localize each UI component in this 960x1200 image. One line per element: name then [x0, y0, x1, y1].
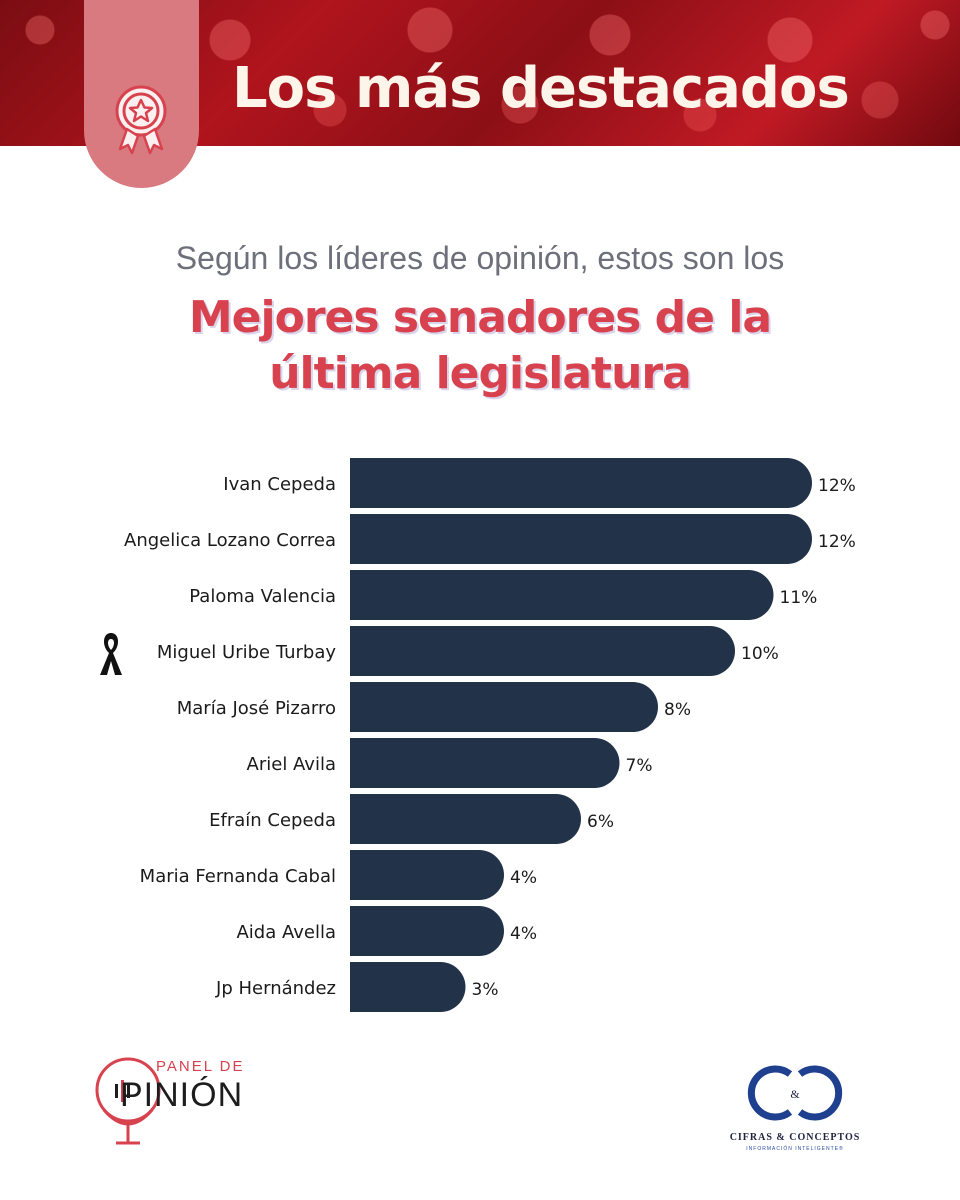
- award-badge: [84, 0, 199, 188]
- value-label: 12%: [818, 532, 856, 552]
- header-banner: Los más destacados: [0, 0, 960, 188]
- cc-monogram-text: &: [790, 1087, 800, 1101]
- award-ribbon-icon: [115, 85, 167, 155]
- bar-0: [350, 458, 812, 508]
- value-label: 8%: [664, 700, 691, 720]
- category-label: María José Pizarro: [177, 698, 336, 719]
- bar-2: [350, 570, 774, 620]
- value-label: 10%: [741, 644, 779, 664]
- value-label: 6%: [587, 812, 614, 832]
- bar-6: [350, 794, 581, 844]
- value-label: 7%: [626, 756, 653, 776]
- cifras-conceptos-logo: & CIFRAS & CONCEPTOS INFORMACIÓN INTELIG…: [720, 1060, 870, 1160]
- microphone-icon: [95, 1057, 161, 1145]
- bar-8: [350, 906, 504, 956]
- bar-3: [350, 626, 735, 676]
- category-label: Ivan Cepeda: [223, 474, 336, 495]
- value-label: 4%: [510, 924, 537, 944]
- panel-de-opinion-logo: PANEL DE PINIÓN: [90, 1050, 310, 1160]
- bar-chart: Ivan Cepeda 12% Angelica Lozano Correa 12% P…: [100, 458, 856, 1012]
- company-tagline: INFORMACIÓN INTELIGENTE®: [746, 1146, 844, 1152]
- bar-5: [350, 738, 620, 788]
- category-label: Ariel Avila: [247, 754, 336, 775]
- category-label: Jp Hernández: [215, 978, 336, 999]
- subtitle: Según los líderes de opinión, estos son …: [175, 240, 785, 276]
- headline: Mejores senadores de la última legislatu…: [0, 290, 960, 402]
- company-name: CIFRAS & CONCEPTOS: [729, 1132, 861, 1143]
- category-label: Efraín Cepeda: [209, 810, 336, 831]
- value-label: 12%: [818, 476, 856, 496]
- bar-7: [350, 850, 504, 900]
- cc-monogram-icon: &: [747, 1065, 843, 1121]
- value-label: 4%: [510, 868, 537, 888]
- mourning-ribbon-icon: [100, 633, 122, 675]
- logo-small-text: PANEL DE: [156, 1058, 245, 1075]
- category-label: Miguel Uribe Turbay: [157, 642, 336, 663]
- bar-9: [350, 962, 466, 1012]
- bar-1: [350, 514, 812, 564]
- banner-title: Los más destacados: [232, 56, 850, 121]
- category-label: Maria Fernanda Cabal: [140, 866, 336, 887]
- logo-big-text: PINIÓN: [120, 1076, 244, 1114]
- category-label: Angelica Lozano Correa: [124, 530, 336, 551]
- bar-4: [350, 682, 658, 732]
- category-label: Paloma Valencia: [189, 586, 336, 607]
- headline-line-2: última legislatura: [269, 348, 692, 399]
- category-label: Aida Avella: [236, 922, 336, 943]
- headline-line-1: Mejores senadores de la: [188, 292, 772, 343]
- value-label: 3%: [472, 980, 499, 1000]
- value-label: 11%: [780, 588, 818, 608]
